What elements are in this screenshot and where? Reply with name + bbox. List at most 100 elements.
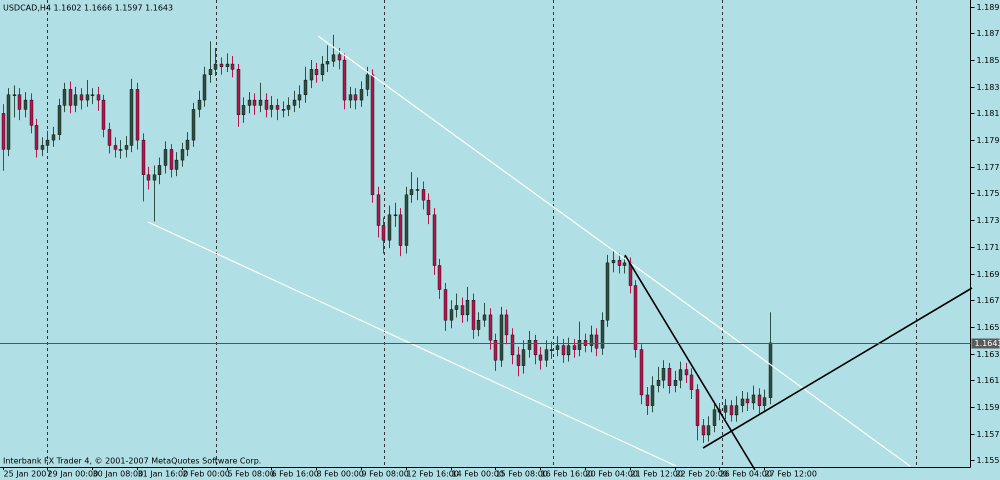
candle-body bbox=[751, 394, 756, 404]
x-tick-label: 31 Jan 16:00 bbox=[138, 470, 189, 479]
candle-body bbox=[533, 340, 538, 356]
candle-body bbox=[90, 94, 95, 96]
candle-body bbox=[723, 405, 728, 413]
candle-body bbox=[471, 300, 476, 330]
y-tick-label: 1.1615 bbox=[977, 376, 1000, 385]
candle-body bbox=[762, 397, 767, 406]
candle-body bbox=[51, 134, 56, 141]
x-tick-label: 14 Feb 00:00 bbox=[452, 470, 504, 479]
candle-body bbox=[236, 69, 241, 115]
candle-body bbox=[527, 340, 532, 350]
candle-body bbox=[482, 314, 487, 321]
y-tick-label: 1.1695 bbox=[977, 270, 1000, 279]
candle-body bbox=[583, 340, 588, 346]
trend-line bbox=[317, 35, 911, 467]
candle-body bbox=[605, 262, 610, 321]
candle-body bbox=[85, 94, 90, 101]
y-tick-label: 1.1635 bbox=[977, 350, 1000, 359]
y-tick-label: 1.1795 bbox=[977, 136, 1000, 145]
candle-body bbox=[398, 214, 403, 246]
candle-body bbox=[577, 340, 582, 350]
candle-body bbox=[23, 99, 28, 110]
candle-body bbox=[62, 89, 67, 106]
candle-body bbox=[40, 145, 45, 150]
candle-body bbox=[101, 99, 106, 130]
candle-body bbox=[73, 94, 78, 106]
candle-body bbox=[561, 345, 566, 356]
candle-body bbox=[404, 194, 409, 246]
y-tick-label: 1.1595 bbox=[977, 403, 1000, 412]
candle-body bbox=[504, 314, 509, 336]
candle-body bbox=[359, 89, 364, 101]
candle-body bbox=[6, 94, 11, 150]
candle-body bbox=[729, 405, 734, 416]
candles bbox=[1, 34, 773, 443]
candle-body bbox=[594, 334, 599, 349]
candle-body bbox=[365, 74, 370, 90]
candle-body bbox=[281, 109, 286, 111]
candle-body bbox=[34, 125, 39, 150]
candle-body bbox=[286, 105, 291, 110]
candle-body bbox=[454, 305, 459, 310]
candle-body bbox=[656, 380, 661, 386]
candle-body bbox=[633, 285, 638, 350]
candle-body bbox=[163, 149, 168, 166]
candle-body bbox=[208, 69, 213, 75]
candle-body bbox=[353, 94, 358, 101]
y-tick-label: 1.1675 bbox=[977, 296, 1000, 305]
candle-body bbox=[589, 334, 594, 346]
candle-body bbox=[258, 99, 263, 106]
y-tick-label: 1.1715 bbox=[977, 243, 1000, 252]
x-tick-label: 5 Feb 08:00 bbox=[228, 470, 275, 479]
candle-body bbox=[476, 320, 481, 330]
candle-body bbox=[303, 79, 308, 95]
candle-body bbox=[320, 63, 325, 75]
x-tick-label: 12 Feb 16:00 bbox=[407, 470, 459, 479]
candle-body bbox=[45, 139, 50, 146]
candle-body bbox=[426, 199, 431, 216]
trend-line bbox=[702, 287, 973, 449]
trend-line bbox=[624, 254, 756, 471]
candle-body bbox=[510, 334, 515, 356]
candle-body bbox=[124, 145, 129, 150]
candle-body bbox=[152, 174, 157, 181]
x-tick-label: 26 Feb 04:00 bbox=[720, 470, 772, 479]
y-tick-label: 1.1835 bbox=[977, 83, 1000, 92]
candle-body bbox=[309, 69, 314, 81]
candle-body bbox=[689, 374, 694, 390]
candle-body bbox=[213, 63, 218, 70]
candle-body bbox=[650, 385, 655, 406]
candle-body bbox=[29, 99, 34, 126]
candle-body bbox=[566, 345, 571, 356]
candle-body bbox=[521, 349, 526, 366]
candle-body bbox=[645, 394, 650, 406]
candle-body bbox=[695, 389, 700, 426]
candle-body bbox=[135, 89, 140, 141]
candle-body bbox=[174, 159, 179, 170]
candle-body bbox=[129, 89, 134, 146]
candle-body bbox=[381, 225, 386, 241]
y-tick-label: 1.1775 bbox=[977, 163, 1000, 172]
candle-body bbox=[745, 398, 750, 404]
candle-body bbox=[376, 194, 381, 226]
candle-body bbox=[661, 368, 666, 381]
candle-body bbox=[600, 320, 605, 349]
y-tick-label: 1.1655 bbox=[977, 323, 1000, 332]
candle-body bbox=[465, 300, 470, 316]
candle-body bbox=[219, 63, 224, 67]
candle-body bbox=[185, 139, 190, 150]
candle-body bbox=[342, 59, 347, 101]
x-tick-label: 8 Feb 00:00 bbox=[317, 470, 364, 479]
candle-body bbox=[297, 94, 302, 101]
candle-body bbox=[706, 425, 711, 436]
x-tick-label: 16 Feb 16:00 bbox=[541, 470, 593, 479]
x-tick-label: 6 Feb 16:00 bbox=[272, 470, 319, 479]
candle-body bbox=[572, 345, 577, 350]
candle-body bbox=[611, 259, 616, 264]
candle-body bbox=[57, 105, 62, 135]
candle-body bbox=[241, 105, 246, 115]
candle-body bbox=[639, 349, 644, 396]
candle-body bbox=[79, 94, 84, 101]
candle-body bbox=[432, 214, 437, 266]
candle-body bbox=[757, 394, 762, 406]
